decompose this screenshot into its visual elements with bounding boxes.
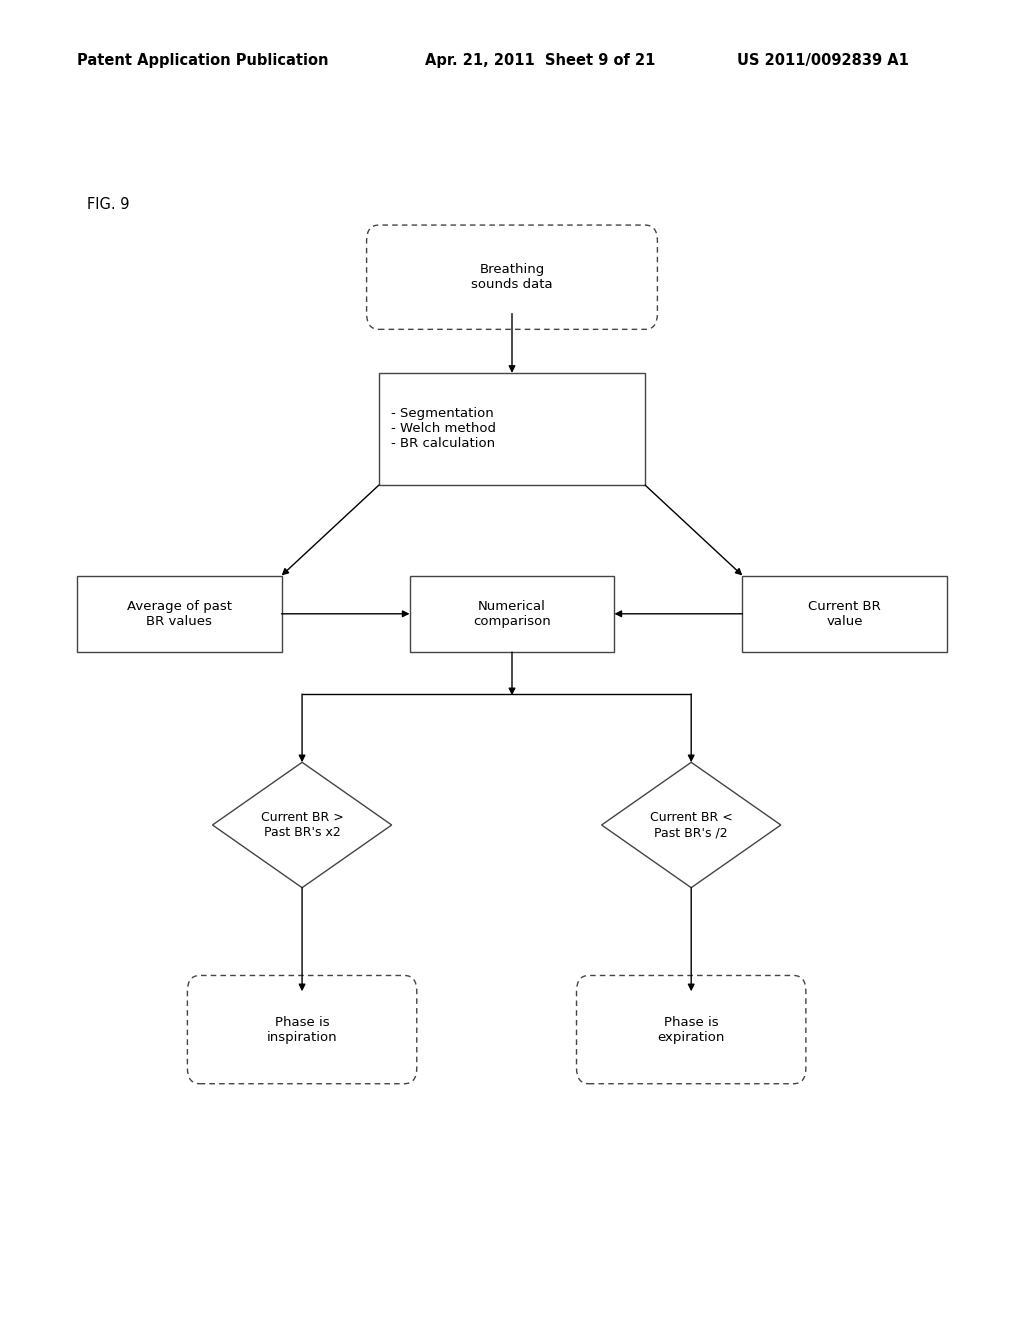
Text: - Segmentation
- Welch method
- BR calculation: - Segmentation - Welch method - BR calcu…	[391, 408, 497, 450]
Text: Breathing
sounds data: Breathing sounds data	[471, 263, 553, 292]
FancyBboxPatch shape	[367, 224, 657, 329]
Bar	[742, 576, 947, 652]
Text: Average of past
BR values: Average of past BR values	[127, 599, 231, 628]
Polygon shape	[213, 763, 391, 887]
Text: Apr. 21, 2011  Sheet 9 of 21: Apr. 21, 2011 Sheet 9 of 21	[425, 53, 655, 69]
Polygon shape	[602, 763, 781, 887]
Bar	[410, 576, 614, 652]
Text: Patent Application Publication: Patent Application Publication	[77, 53, 329, 69]
FancyBboxPatch shape	[577, 975, 806, 1084]
Text: Phase is
inspiration: Phase is inspiration	[267, 1015, 337, 1044]
Text: US 2011/0092839 A1: US 2011/0092839 A1	[737, 53, 909, 69]
Text: Phase is
expiration: Phase is expiration	[657, 1015, 725, 1044]
Text: FIG. 9: FIG. 9	[87, 197, 130, 213]
Text: Current BR >
Past BR's x2: Current BR > Past BR's x2	[261, 810, 343, 840]
Bar	[77, 576, 282, 652]
Text: Current BR <
Past BR's /2: Current BR < Past BR's /2	[650, 810, 732, 840]
Bar	[379, 372, 645, 484]
Text: Numerical
comparison: Numerical comparison	[473, 599, 551, 628]
Text: Current BR
value: Current BR value	[808, 599, 882, 628]
FancyBboxPatch shape	[187, 975, 417, 1084]
